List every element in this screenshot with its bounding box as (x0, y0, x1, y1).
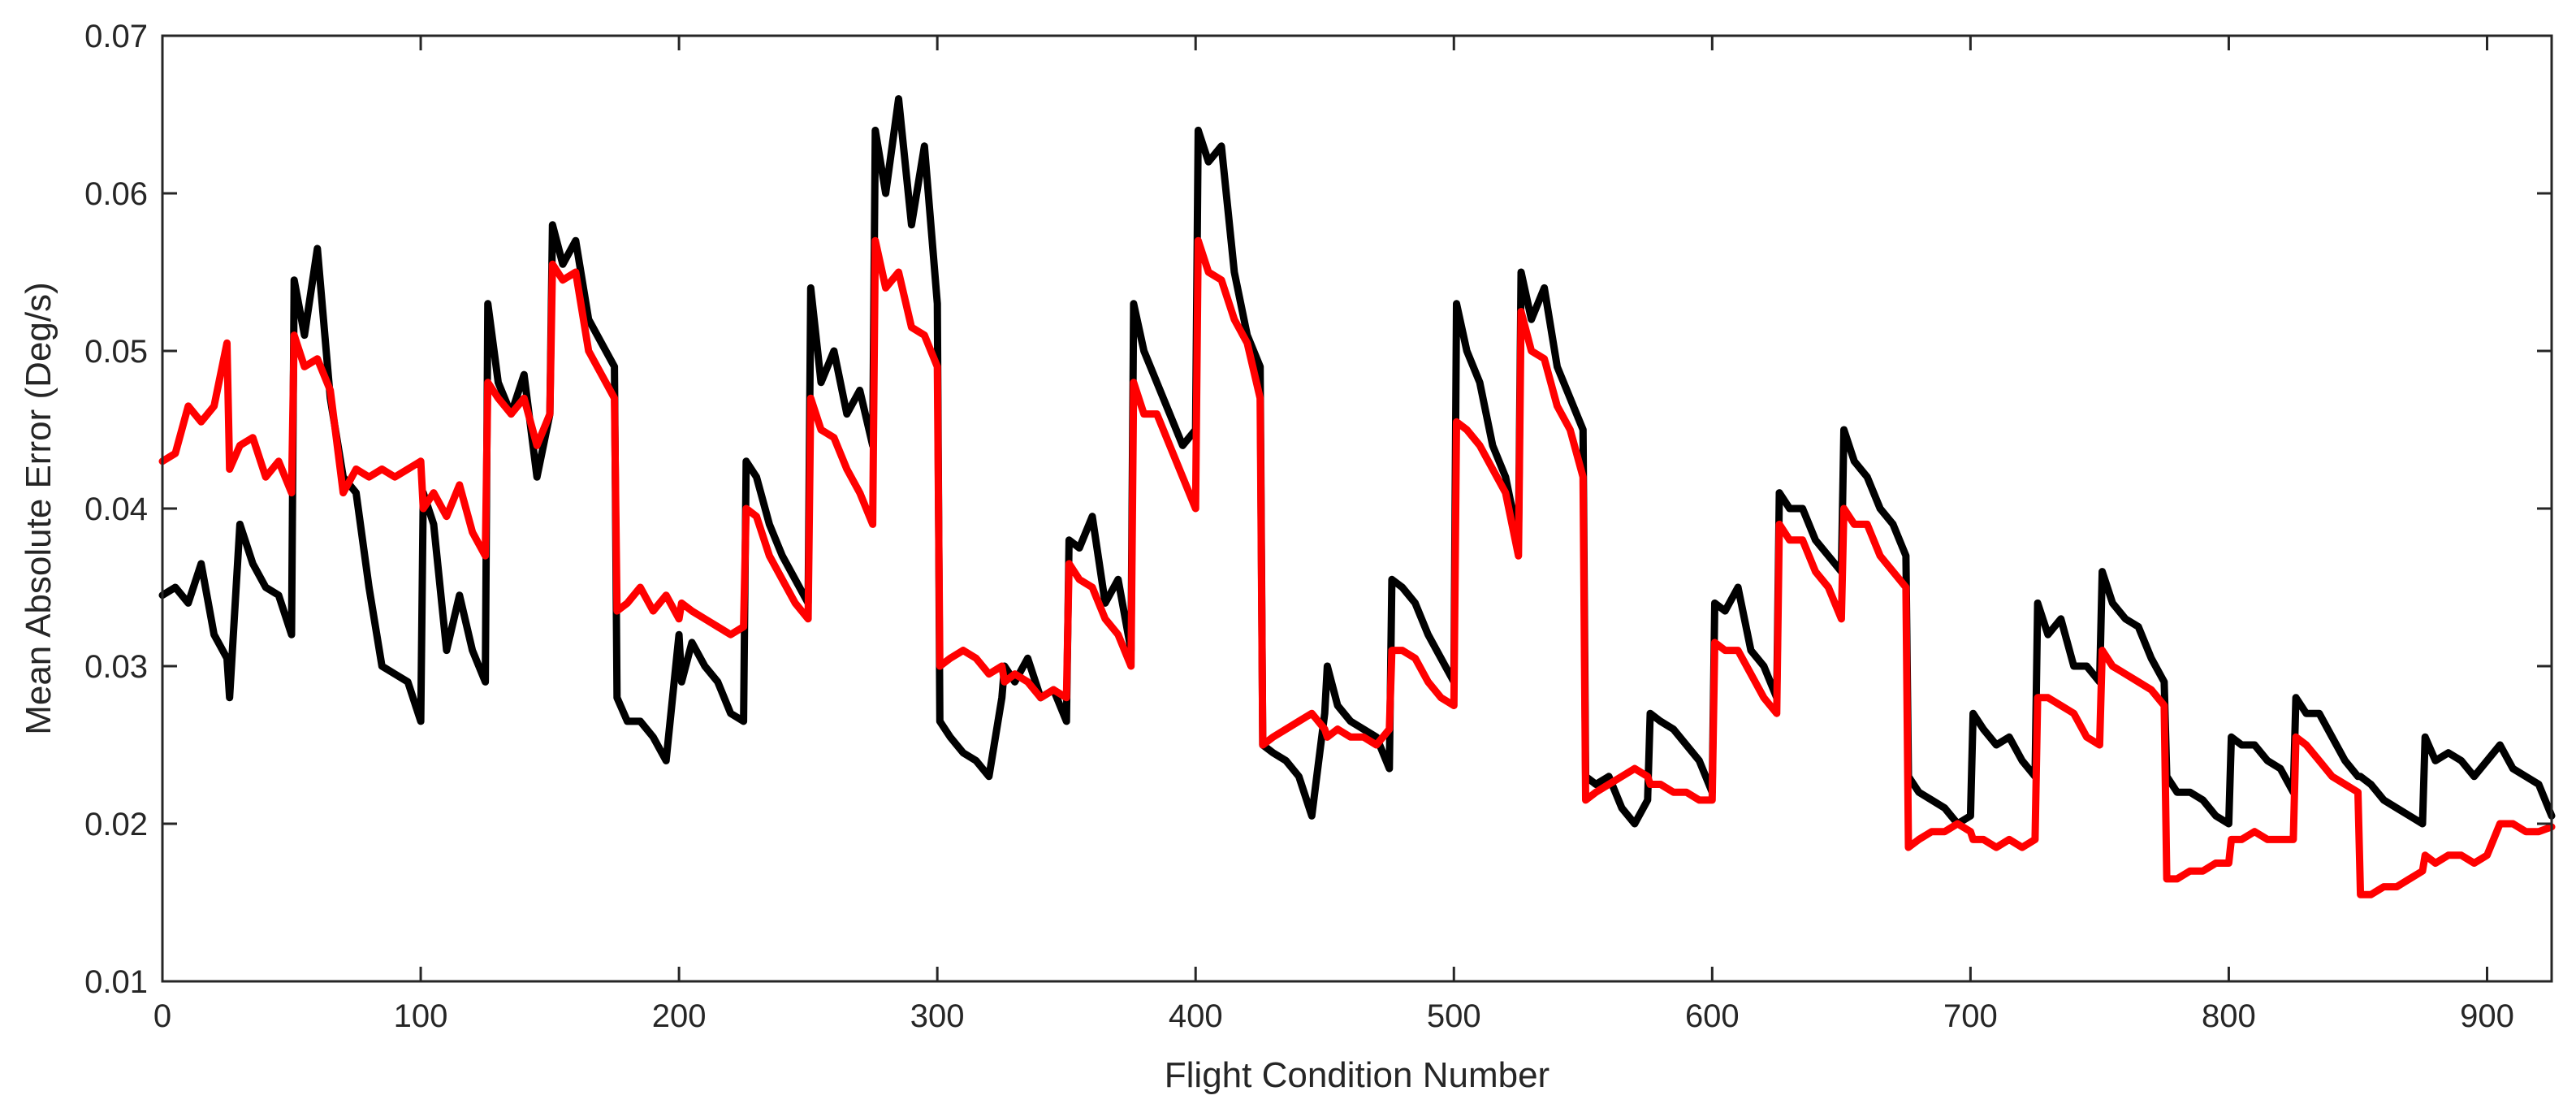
y-tick-label: 0.02 (84, 807, 148, 842)
x-tick-label: 500 (1427, 998, 1481, 1034)
x-tick-label: 400 (1169, 998, 1223, 1034)
x-tick-label: 900 (2460, 998, 2514, 1034)
x-tick-label: 800 (2202, 998, 2256, 1034)
x-tick-label: 0 (153, 998, 171, 1034)
y-tick-label: 0.06 (84, 176, 148, 212)
series-line-1 (158, 95, 2556, 828)
y-axis-label: Mean Absolute Error (Deg/s) (19, 282, 58, 735)
x-tick-label: 600 (1685, 998, 1740, 1034)
y-tick-label: 0.05 (84, 334, 148, 370)
y-tick-label: 0.07 (84, 19, 148, 54)
x-axis-label: Flight Condition Number (1165, 1055, 1549, 1095)
x-tick-label: 200 (652, 998, 707, 1034)
x-tick-label: 300 (910, 998, 965, 1034)
x-axis: 0 100 200 300 400 500 600 700 800 900 (153, 36, 2514, 1034)
x-tick-label: 100 (394, 998, 448, 1034)
series-line-2 (158, 236, 2556, 898)
y-tick-label: 0.03 (84, 649, 148, 685)
x-tick-label: 700 (1943, 998, 1998, 1034)
y-axis: 0.01 0.02 0.03 0.04 0.05 0.06 0.07 (84, 19, 2552, 1000)
y-tick-label: 0.01 (84, 964, 148, 1000)
plot-frame (161, 34, 2553, 983)
series-layer (158, 95, 2556, 898)
y-tick-label: 0.04 (84, 491, 148, 527)
